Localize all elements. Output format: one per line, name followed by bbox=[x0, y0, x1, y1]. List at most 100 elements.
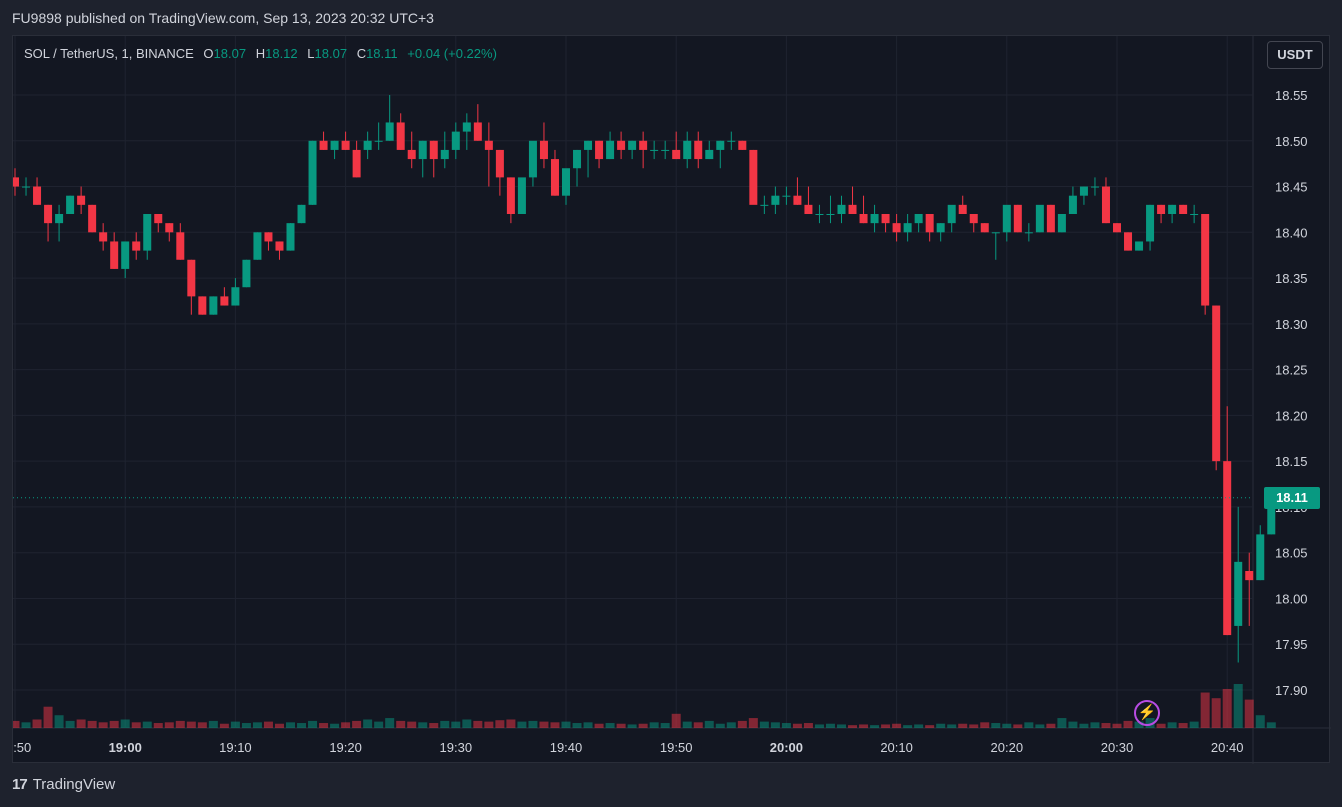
candle-body bbox=[848, 204, 857, 214]
candle-body bbox=[275, 241, 284, 251]
candle-body bbox=[595, 140, 604, 160]
candle-body bbox=[1201, 214, 1210, 306]
volume-bar bbox=[164, 722, 174, 728]
price-tick-label: 17.95 bbox=[1275, 637, 1308, 652]
chart-container[interactable]: 18.55 18.50 18.45 18.40 18.35 18.30 18.25 18.20… bbox=[12, 35, 1331, 764]
volume-bar bbox=[627, 724, 637, 728]
volume-bar bbox=[1079, 723, 1089, 728]
volume-bar bbox=[21, 722, 31, 728]
lightning-icon[interactable]: ⚡ bbox=[1134, 700, 1160, 726]
candle-body bbox=[826, 214, 835, 215]
volume-bar bbox=[528, 720, 538, 728]
volume-bar bbox=[870, 725, 880, 728]
open-label: O bbox=[203, 46, 214, 61]
candle-body bbox=[683, 140, 692, 160]
tradingview-logo[interactable]: 17 TradingView bbox=[12, 776, 115, 793]
volume-bar bbox=[230, 721, 240, 728]
ohlc-legend: SOL / TetherUS, 1, BINANCE O18.07 H18.12… bbox=[24, 46, 497, 61]
volume-bar bbox=[385, 718, 395, 728]
logo-mark-icon: 17 bbox=[12, 776, 28, 793]
candle-body bbox=[33, 186, 42, 205]
volume-bar bbox=[1112, 723, 1122, 728]
candle-body bbox=[1113, 223, 1121, 233]
candle-body bbox=[1079, 186, 1088, 196]
volume-bar bbox=[693, 722, 703, 728]
candle-body bbox=[55, 214, 64, 224]
price-tick-label: 18.15 bbox=[1275, 454, 1308, 469]
candle-body bbox=[1046, 204, 1055, 233]
close-label: C bbox=[356, 46, 367, 61]
candle-body bbox=[947, 204, 956, 224]
volume-bar bbox=[87, 720, 97, 728]
volume-bar bbox=[98, 722, 108, 728]
volume-bar bbox=[396, 720, 406, 728]
candle-body bbox=[528, 140, 537, 178]
volume-bar bbox=[715, 723, 725, 728]
volume-bar bbox=[958, 723, 968, 728]
candle-body bbox=[99, 232, 108, 242]
volume-bar bbox=[274, 723, 284, 728]
candle-body bbox=[363, 140, 372, 150]
candle-body bbox=[738, 140, 747, 150]
candle-body bbox=[121, 241, 130, 269]
candle-body bbox=[484, 140, 493, 150]
volume-bar bbox=[859, 724, 869, 728]
candle-body bbox=[143, 214, 152, 251]
candle-body bbox=[539, 140, 548, 160]
time-tick-label: 19:20 bbox=[329, 740, 362, 755]
volume-bar bbox=[440, 720, 450, 728]
candle-body bbox=[1179, 204, 1188, 214]
volume-bar bbox=[208, 720, 218, 728]
candle-body bbox=[1068, 195, 1077, 214]
candle-body bbox=[771, 195, 780, 205]
candle-body bbox=[231, 287, 240, 306]
volume-bar bbox=[197, 722, 207, 728]
volume-bar bbox=[131, 722, 141, 728]
candle-body bbox=[562, 168, 570, 196]
volume-bar bbox=[1178, 723, 1188, 728]
volume-bar bbox=[594, 723, 604, 728]
candle-body bbox=[639, 140, 648, 150]
volume-bar bbox=[429, 723, 439, 728]
volume-bar bbox=[13, 720, 20, 728]
candle-body bbox=[782, 195, 791, 197]
volume-bars bbox=[13, 684, 1276, 728]
volume-bar bbox=[1211, 698, 1221, 728]
volume-bar bbox=[792, 723, 802, 728]
volume-bar bbox=[341, 722, 351, 728]
time-tick-label: 20:40 bbox=[1211, 740, 1244, 755]
candle-body bbox=[451, 131, 460, 150]
volume-bar bbox=[903, 725, 913, 728]
candle-body bbox=[319, 140, 328, 150]
close-value: 18.11 bbox=[366, 46, 398, 61]
candlestick-chart[interactable]: 18.55 18.50 18.45 18.40 18.35 18.30 18.25 18.20… bbox=[13, 36, 1331, 764]
candle-body bbox=[1223, 461, 1232, 636]
candle-body bbox=[804, 204, 813, 214]
candle-body bbox=[407, 149, 416, 160]
volume-bar bbox=[561, 721, 571, 728]
symbol-name[interactable]: SOL / TetherUS, 1, BINANCE bbox=[24, 46, 194, 61]
volume-bar bbox=[1057, 718, 1067, 728]
volume-bar bbox=[1068, 721, 1078, 728]
candle-body bbox=[308, 140, 317, 205]
candle-body bbox=[617, 140, 626, 150]
currency-button[interactable]: USDT bbox=[1267, 41, 1323, 69]
time-tick-label: 19:10 bbox=[219, 740, 252, 755]
candle-body bbox=[1267, 497, 1276, 535]
candle-body bbox=[1212, 305, 1221, 462]
candle-body bbox=[1190, 214, 1199, 215]
volume-bar bbox=[1200, 692, 1210, 728]
volume-bar bbox=[506, 719, 516, 728]
volume-bar bbox=[363, 719, 373, 728]
high-label: H bbox=[255, 46, 266, 61]
candle-body bbox=[958, 204, 967, 214]
volume-bar bbox=[1156, 723, 1166, 728]
candle-body bbox=[584, 140, 593, 150]
volume-bar bbox=[175, 720, 185, 728]
time-tick-label: 20:30 bbox=[1101, 740, 1134, 755]
candle-body bbox=[154, 214, 163, 224]
volume-bar bbox=[1222, 688, 1232, 728]
volume-bar bbox=[517, 721, 527, 728]
volume-bar bbox=[737, 720, 747, 728]
volume-bar bbox=[308, 720, 318, 728]
